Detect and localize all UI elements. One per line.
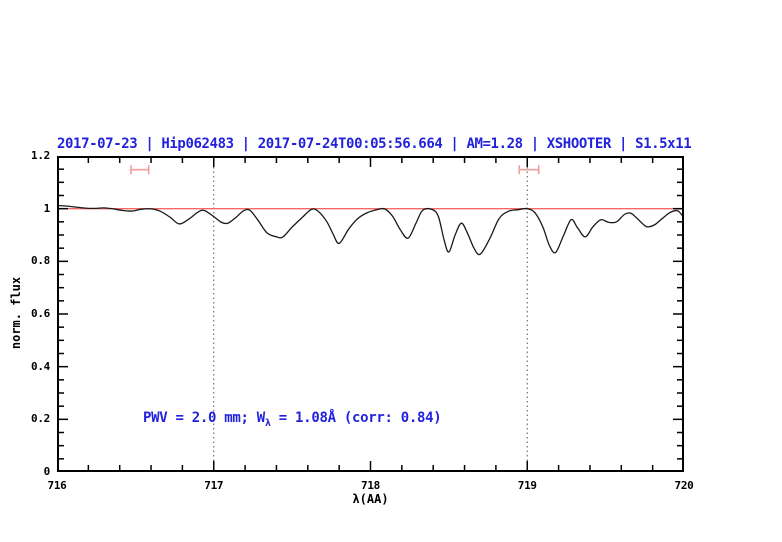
spectrum-line (57, 204, 684, 256)
y-tick-label: 0.6 (31, 307, 50, 320)
x-tick-label: 719 (517, 479, 537, 492)
plot-border (57, 156, 684, 472)
y-tick-label: 0 (43, 465, 51, 478)
y-tick-label: 1.2 (31, 149, 50, 162)
y-tick-label: 1 (43, 201, 51, 215)
y-tick-label: 0.2 (31, 412, 50, 426)
annotation-lambda-subscript: λ (264, 417, 271, 429)
x-tick-label: 717 (204, 479, 224, 492)
annotation-prefix: PWV = 2.0 mm; W (143, 410, 265, 426)
x-tick-label: 716 (47, 479, 67, 492)
pwv-annotation: PWV = 2.0 mm; Wλ = 1.08Å (corr: 0.84) (143, 410, 442, 429)
plot-title: 2017-07-23 | Hip062483 | 2017-07-24T00:0… (57, 136, 692, 152)
x-axis-label: λ(AA) (352, 492, 389, 506)
annotation-suffix: = 1.08Å (corr: 0.84) (270, 410, 442, 426)
y-tick-label: 0.8 (31, 254, 50, 268)
spectrum-chart (57, 156, 684, 472)
x-tick-label: 718 (361, 479, 380, 492)
x-tick-label: 720 (674, 479, 694, 492)
y-tick-label: 0.4 (31, 359, 50, 373)
